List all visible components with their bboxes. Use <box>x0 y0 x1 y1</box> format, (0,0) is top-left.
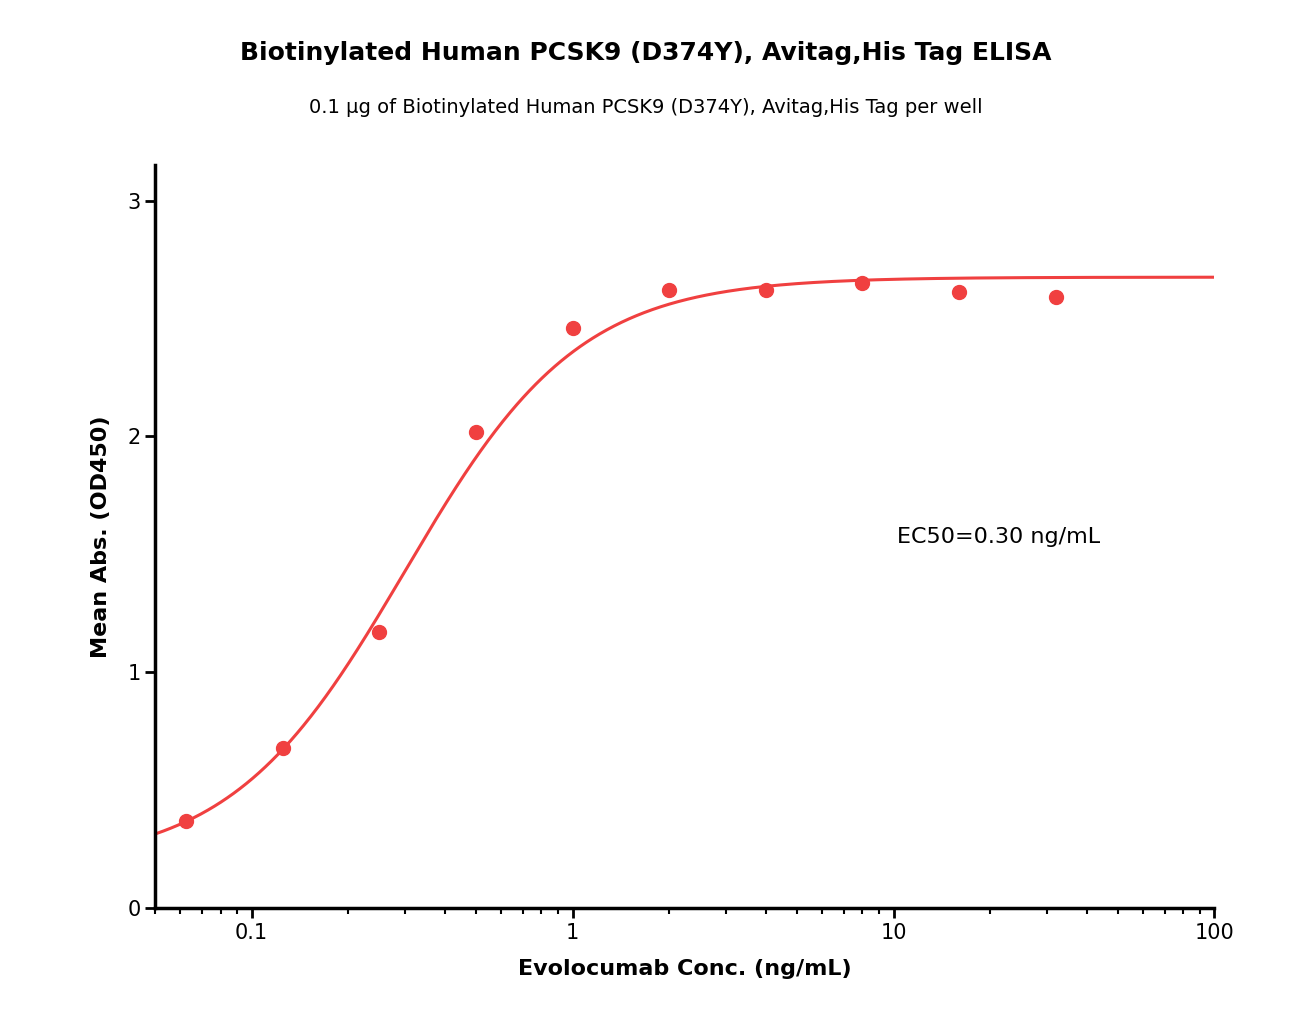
Point <box>1045 289 1066 305</box>
Point <box>176 812 196 829</box>
Point <box>756 282 776 298</box>
Text: 0.1 μg of Biotinylated Human PCSK9 (D374Y), Avitag,His Tag per well: 0.1 μg of Biotinylated Human PCSK9 (D374… <box>309 98 983 117</box>
Point <box>948 284 969 300</box>
Point <box>370 624 390 641</box>
Point <box>273 740 293 756</box>
Point <box>659 282 680 298</box>
Point <box>853 275 873 291</box>
Point <box>562 320 583 336</box>
Point <box>465 423 486 440</box>
X-axis label: Evolocumab Conc. (ng/mL): Evolocumab Conc. (ng/mL) <box>518 960 851 979</box>
Text: EC50=0.30 ng/mL: EC50=0.30 ng/mL <box>897 526 1099 547</box>
Y-axis label: Mean Abs. (OD450): Mean Abs. (OD450) <box>90 416 111 657</box>
Text: Biotinylated Human PCSK9 (D374Y), Avitag,His Tag ELISA: Biotinylated Human PCSK9 (D374Y), Avitag… <box>240 41 1052 65</box>
